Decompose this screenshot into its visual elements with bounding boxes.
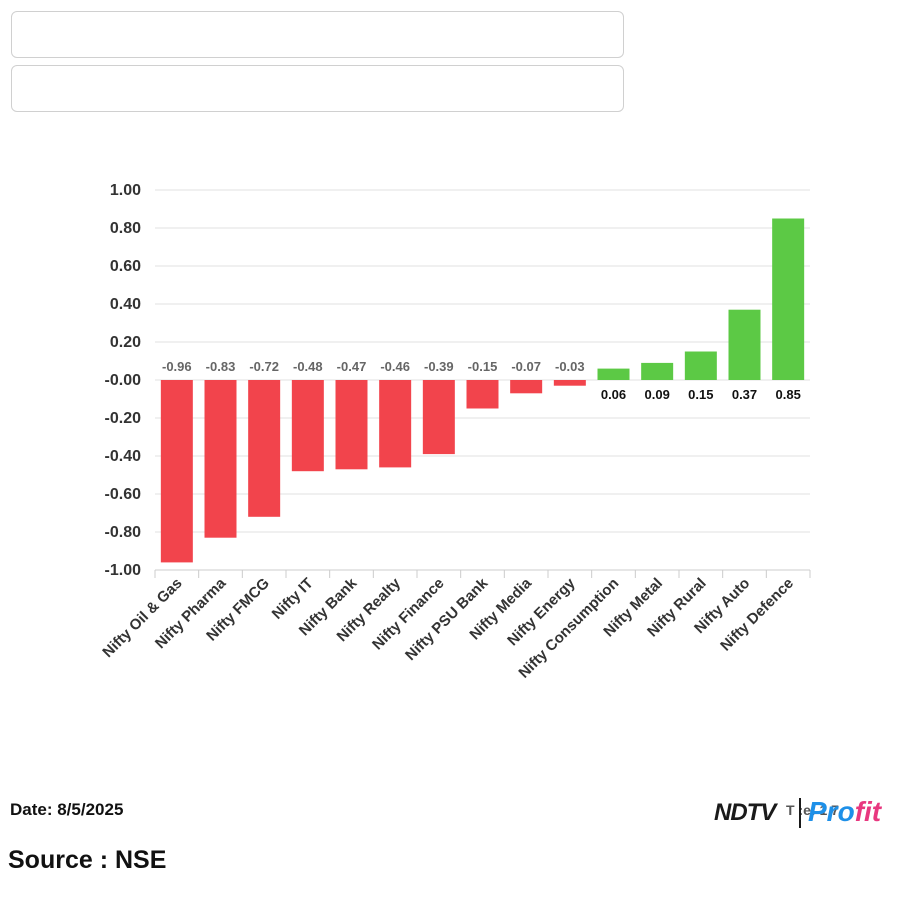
bar xyxy=(597,368,630,380)
y-tick-label: -0.40 xyxy=(105,448,142,465)
y-tick-label: 0.20 xyxy=(110,334,141,351)
data-label: -0.15 xyxy=(468,359,498,374)
filter-input-1[interactable] xyxy=(11,11,624,58)
bar xyxy=(160,380,193,563)
bar xyxy=(510,380,543,394)
bar xyxy=(291,380,324,472)
data-labels: -0.96 -0.83 -0.72 -0.48 -0.47 -0.46 -0.39 -0.15… xyxy=(162,359,801,402)
logo-ndtv-text: NDTV xyxy=(714,799,776,826)
data-label: 0.15 xyxy=(688,387,713,402)
bar xyxy=(641,362,674,380)
data-label: 0.85 xyxy=(776,387,801,402)
date-label: Date: 8/5/2025 xyxy=(10,800,124,819)
data-label: 0.06 xyxy=(601,387,626,402)
data-label: -0.07 xyxy=(511,359,541,374)
data-label: -0.48 xyxy=(293,359,323,374)
data-label: -0.83 xyxy=(206,359,236,374)
bar xyxy=(335,380,368,470)
y-tick-label: -1.00 xyxy=(105,562,142,579)
bar xyxy=(684,351,717,380)
data-label: -0.03 xyxy=(555,359,585,374)
logo-profit-text: Profit xyxy=(808,796,882,827)
bars xyxy=(160,218,805,563)
ndtv-profit-logo: NDTV T :e: 1 7 Profit xyxy=(714,796,894,836)
bar xyxy=(204,380,237,538)
data-label: -0.96 xyxy=(162,359,192,374)
y-axis-ticks: 1.00 0.80 0.60 0.40 0.20 -0.00 -0.20 -0.40 -0.60… xyxy=(105,182,142,579)
bar xyxy=(772,218,805,380)
y-tick-label: -0.20 xyxy=(105,410,142,427)
bar xyxy=(728,309,761,380)
y-tick-label: -0.60 xyxy=(105,486,142,503)
bar xyxy=(379,380,412,468)
source-label: Source : NSE xyxy=(8,846,167,874)
data-label: -0.72 xyxy=(249,359,279,374)
bar xyxy=(466,380,499,409)
filter-input-2[interactable] xyxy=(11,65,624,112)
bar xyxy=(248,380,281,517)
data-label: -0.46 xyxy=(380,359,410,374)
logo-divider xyxy=(799,798,801,828)
data-label: 0.09 xyxy=(645,387,670,402)
y-tick-label: 1.00 xyxy=(110,182,141,199)
sector-performance-chart: 1.00 0.80 0.60 0.40 0.20 -0.00 -0.20 -0.40 -0.60… xyxy=(99,182,811,682)
bar xyxy=(422,380,455,455)
bar xyxy=(553,380,586,386)
y-tick-label: 0.60 xyxy=(110,258,141,275)
y-tick-label: -0.80 xyxy=(105,524,142,541)
y-tick-label: 0.40 xyxy=(110,296,141,313)
data-label: -0.47 xyxy=(337,359,367,374)
data-label: 0.37 xyxy=(732,387,757,402)
data-label: -0.39 xyxy=(424,359,454,374)
y-tick-label: -0.00 xyxy=(105,372,142,389)
x-tick-label: Nifty Oil & Gas xyxy=(99,575,185,661)
y-tick-label: 0.80 xyxy=(110,220,141,237)
